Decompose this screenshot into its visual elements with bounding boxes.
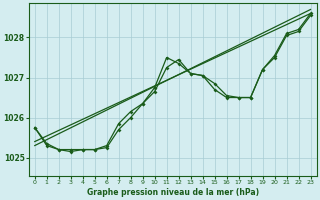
X-axis label: Graphe pression niveau de la mer (hPa): Graphe pression niveau de la mer (hPa) <box>87 188 259 197</box>
